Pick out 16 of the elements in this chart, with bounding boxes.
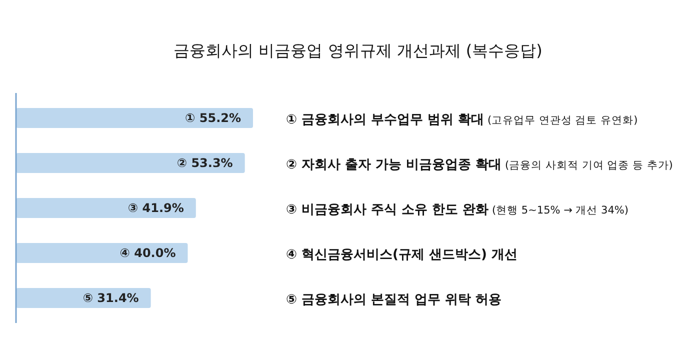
bar bbox=[16, 108, 253, 128]
y-tick-label: ③ 비금융회사 주식 소유 한도 완화 (현행 5~15% → 개선 34%) bbox=[286, 202, 628, 218]
data-label: ② 53.3% bbox=[176, 156, 233, 170]
bar bbox=[16, 288, 151, 308]
data-label: ④ 40.0% bbox=[120, 246, 176, 260]
bar bbox=[16, 243, 188, 263]
bar bbox=[16, 198, 196, 218]
data-label: ⑤ 31.4% bbox=[82, 291, 139, 306]
bar bbox=[16, 153, 245, 173]
y-tick-label: ④ 혁신금융서비스(규제 샌드박스) 개선 bbox=[286, 248, 518, 263]
data-label: ③ 41.9% bbox=[128, 201, 184, 216]
text: 금융회사의 비금융업 영위규제 개선과제 (복수응답) bbox=[174, 41, 542, 60]
y-tick-label: ② 자회사 출자 가능 비금융업종 확대 (금융의 사회적 기여 업종 등 추가) bbox=[286, 158, 673, 173]
data-label: ① 55.2% bbox=[185, 111, 241, 126]
y-tick-label: ⑤ 금융회사의 본질적 업무 위탁 허용 bbox=[286, 292, 502, 308]
y-tick-label: ① 금융회사의 부수업무 범위 확대 (고유업무 연관성 검토 유연화) bbox=[286, 112, 638, 128]
